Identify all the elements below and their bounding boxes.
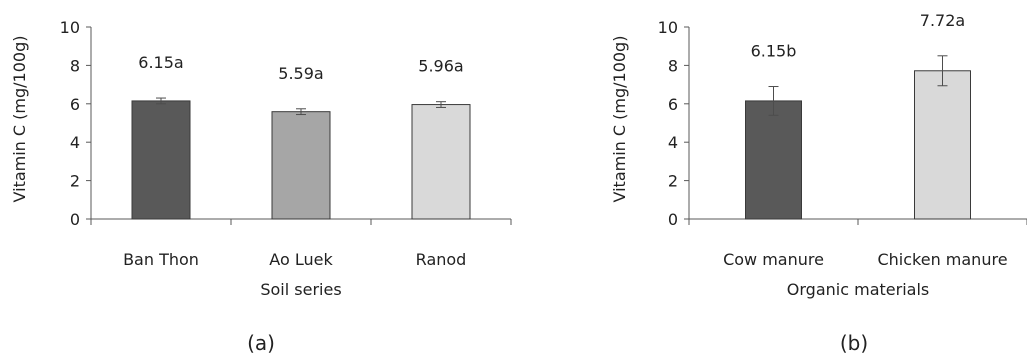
y-tick-label: 2 — [70, 172, 80, 191]
y-tick-label: 6 — [70, 95, 80, 114]
bar-ban-thon — [131, 100, 191, 220]
data-label: 6.15b — [751, 42, 797, 61]
data-label: 5.96a — [418, 57, 463, 76]
x-category-label: Cow manure — [723, 250, 824, 269]
y-tick-label: 4 — [70, 133, 80, 152]
x-axis-title: Organic materials — [787, 280, 929, 299]
y-axis-title: Vitamin C (mg/100g) — [10, 36, 29, 203]
chart-panel-b: 0 2 4 6 8 10 6.15b Cow manure 7.72a Chicken manur… — [610, 11, 1027, 355]
panel-label: (a) — [247, 331, 275, 355]
x-axis-title: Soil series — [260, 280, 341, 299]
y-tick-label: 10 — [60, 18, 80, 37]
bar-cow-manure — [745, 100, 802, 220]
x-category-label: Chicken manure — [877, 250, 1007, 269]
bar-ao-luek — [271, 111, 331, 220]
panel-label: (b) — [840, 331, 868, 355]
x-category-label: Ban Thon — [123, 250, 199, 269]
chart-panel-a: 0 2 4 6 8 10 6.15a Ban Thon 5.59a Ao Luek 5.96a Ran… — [10, 18, 512, 355]
y-tick-label: 8 — [668, 56, 678, 75]
data-label: 6.15a — [138, 53, 183, 72]
y-tick-label: 0 — [668, 210, 678, 229]
y-tick-label: 2 — [668, 172, 678, 191]
y-tick-label: 10 — [658, 18, 678, 37]
data-label: 5.59a — [278, 64, 323, 83]
y-tick-label: 0 — [70, 210, 80, 229]
y-axis-title: Vitamin C (mg/100g) — [610, 36, 629, 203]
x-category-label: Ao Luek — [269, 250, 333, 269]
data-label: 7.72a — [920, 11, 965, 30]
x-category-label: Ranod — [416, 250, 467, 269]
y-tick-label: 8 — [70, 56, 80, 75]
y-tick-label: 6 — [668, 95, 678, 114]
bar-ranod — [411, 104, 471, 220]
bar-chicken-manure — [914, 70, 971, 220]
y-tick-label: 4 — [668, 133, 678, 152]
